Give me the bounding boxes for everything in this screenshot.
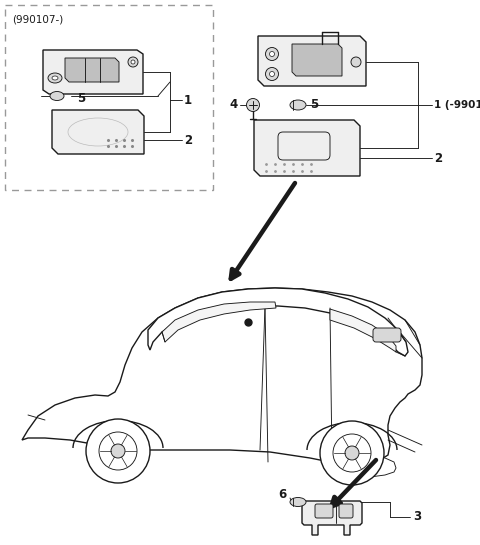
FancyBboxPatch shape (315, 504, 333, 518)
Polygon shape (258, 36, 366, 86)
Circle shape (111, 444, 125, 458)
Polygon shape (162, 302, 276, 342)
Text: 4: 4 (230, 99, 238, 112)
Circle shape (345, 446, 359, 460)
FancyBboxPatch shape (373, 328, 401, 342)
Polygon shape (330, 455, 396, 478)
Text: (990107-): (990107-) (12, 14, 63, 24)
Ellipse shape (269, 71, 275, 76)
Ellipse shape (131, 60, 135, 64)
Text: 5: 5 (77, 92, 85, 105)
Ellipse shape (351, 57, 361, 67)
Polygon shape (302, 501, 362, 535)
Ellipse shape (265, 47, 278, 60)
Polygon shape (330, 309, 396, 352)
Ellipse shape (50, 92, 64, 100)
Text: 5: 5 (310, 99, 318, 112)
Circle shape (333, 434, 371, 472)
Text: 1 (-990107): 1 (-990107) (434, 100, 480, 110)
Circle shape (86, 419, 150, 483)
FancyBboxPatch shape (339, 504, 353, 518)
Text: 3: 3 (413, 511, 421, 524)
Circle shape (320, 421, 384, 485)
Text: 6: 6 (278, 487, 286, 500)
Text: 1: 1 (184, 94, 192, 106)
Bar (5, 5, 213, 190)
Ellipse shape (269, 51, 275, 57)
Text: 2: 2 (184, 134, 192, 147)
Polygon shape (22, 288, 422, 462)
Ellipse shape (265, 68, 278, 81)
Ellipse shape (247, 99, 260, 112)
Ellipse shape (290, 100, 306, 110)
Ellipse shape (48, 73, 62, 83)
Polygon shape (148, 288, 408, 356)
FancyArrowPatch shape (332, 460, 376, 506)
Text: 2: 2 (434, 152, 442, 165)
Polygon shape (43, 50, 143, 94)
Ellipse shape (128, 57, 138, 67)
Polygon shape (65, 58, 119, 82)
Ellipse shape (290, 498, 306, 506)
Circle shape (99, 432, 137, 470)
Polygon shape (292, 44, 342, 76)
Polygon shape (254, 120, 360, 176)
FancyArrowPatch shape (231, 183, 295, 279)
Ellipse shape (52, 76, 58, 80)
Polygon shape (52, 110, 144, 154)
